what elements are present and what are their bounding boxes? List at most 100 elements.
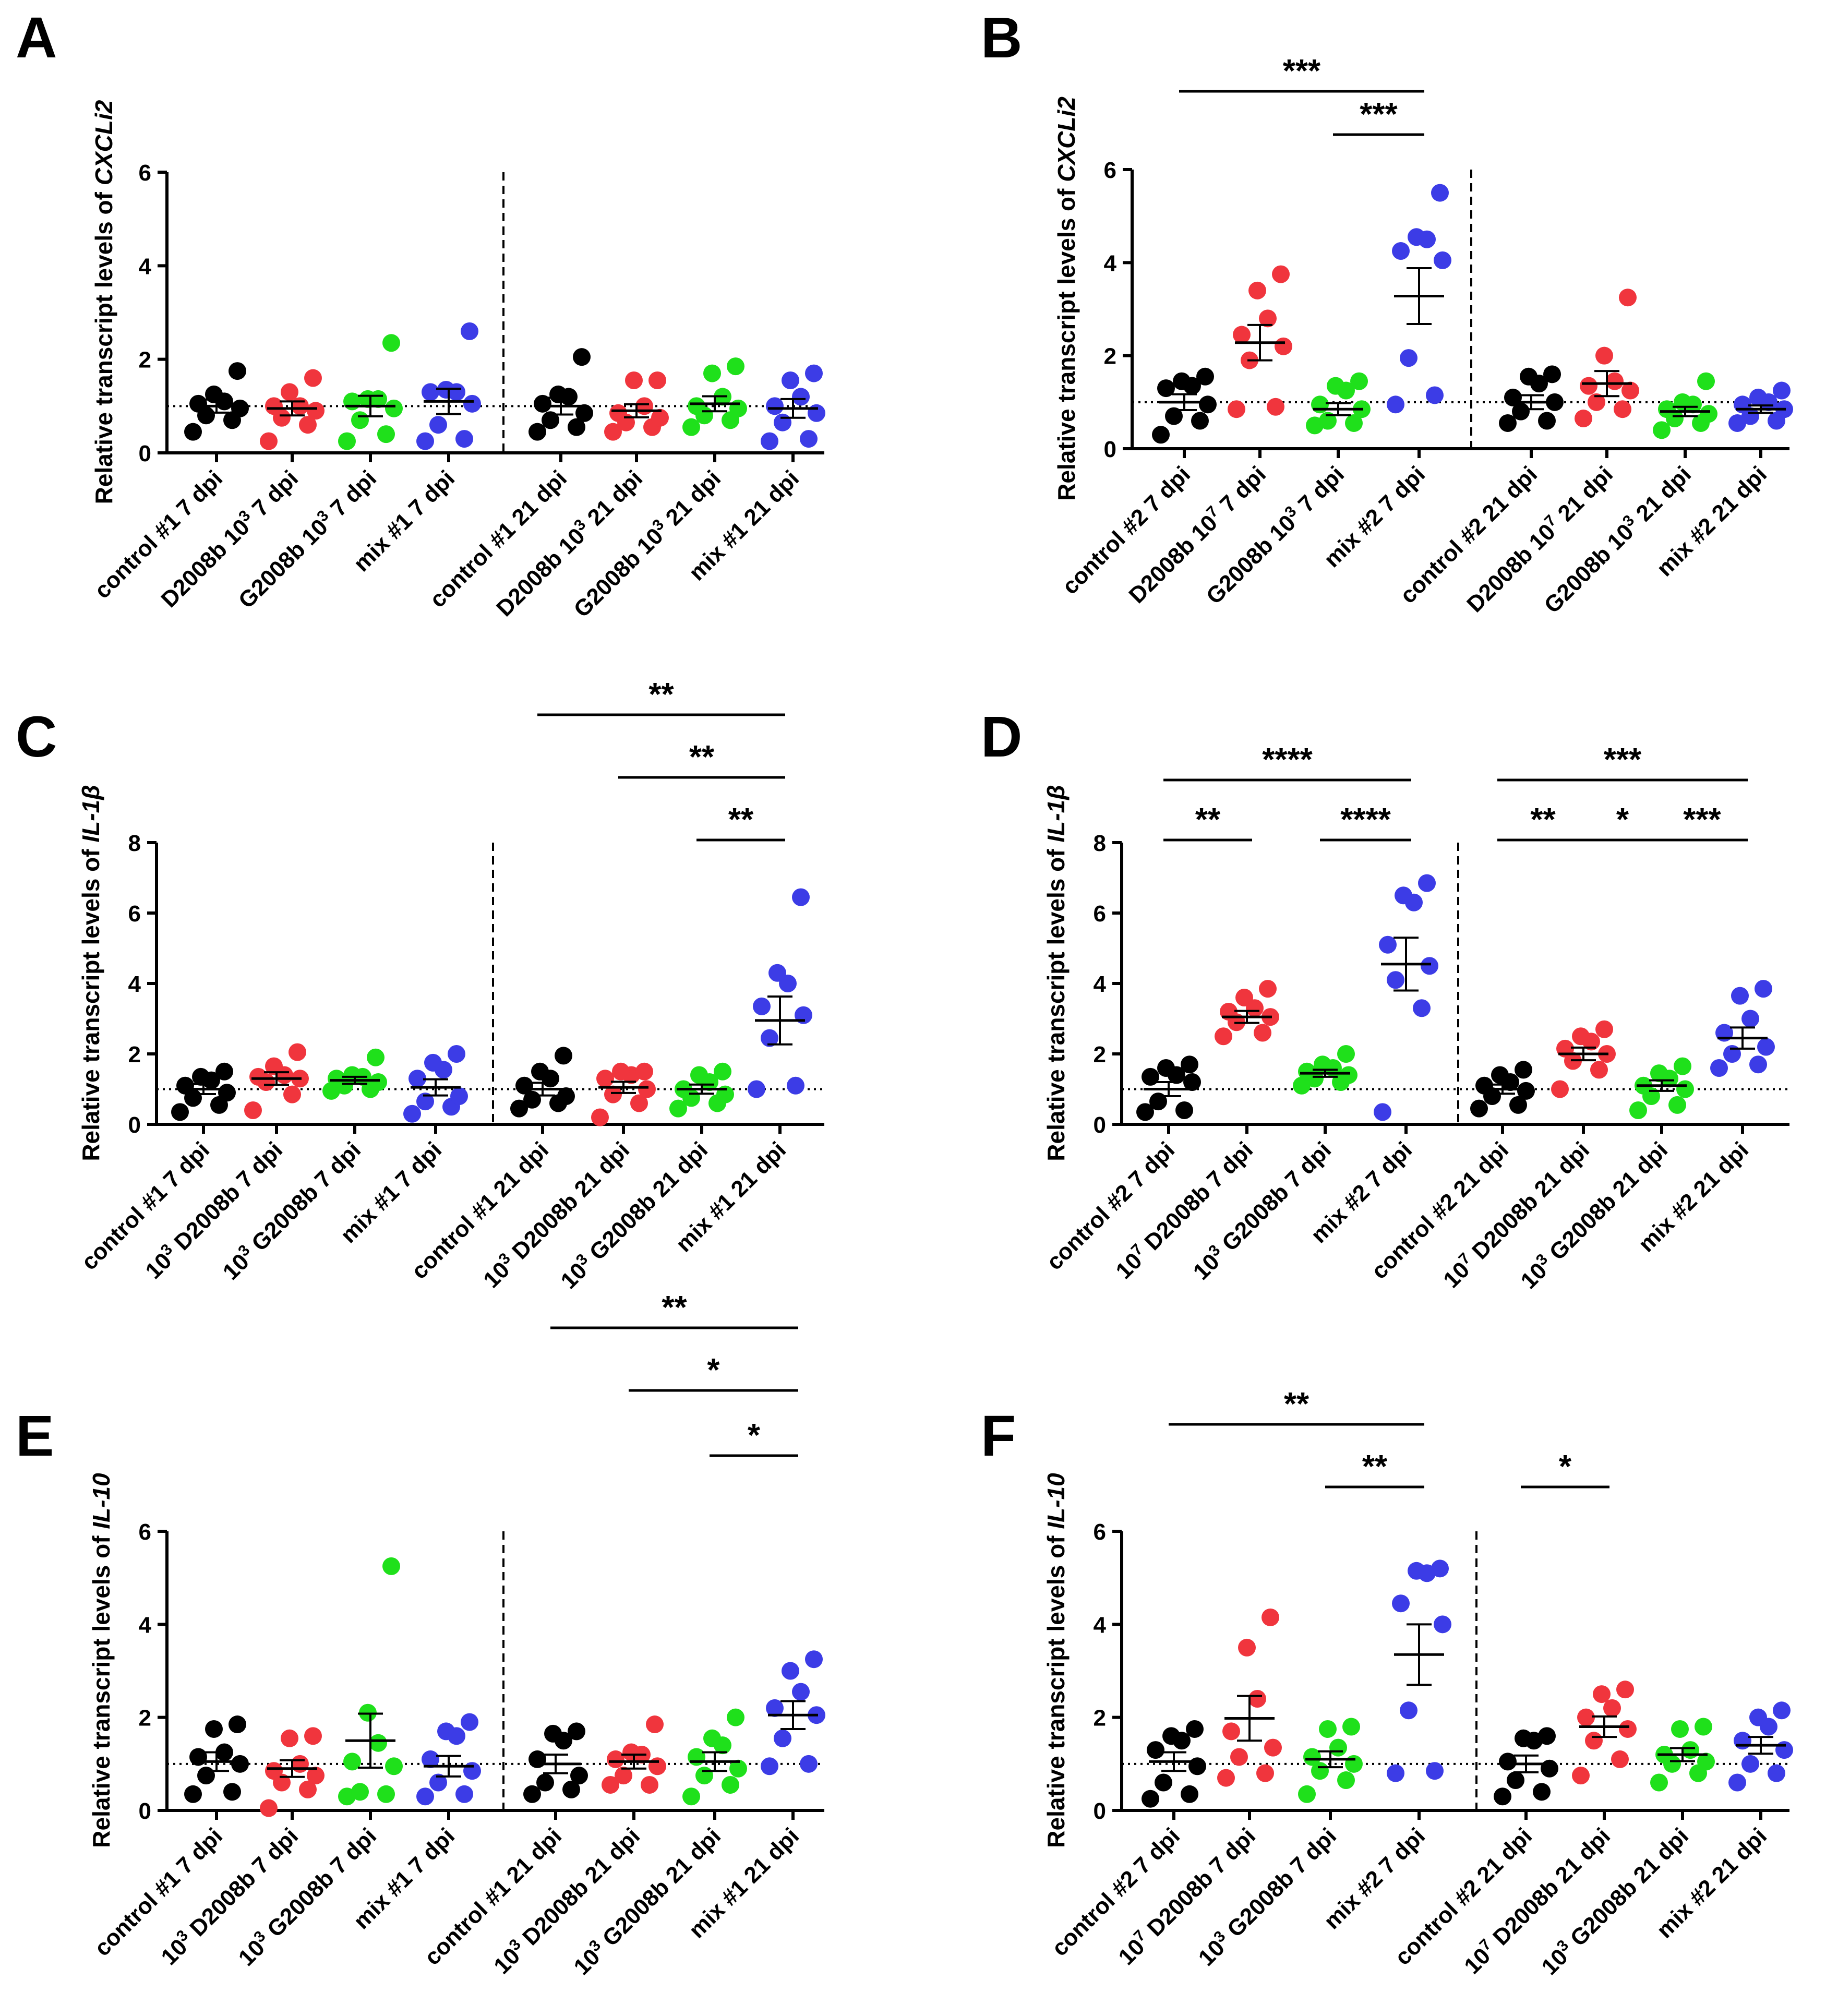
data-point bbox=[549, 385, 567, 403]
data-point bbox=[1400, 1701, 1417, 1720]
data-point bbox=[1181, 1785, 1198, 1803]
data-point bbox=[1345, 1755, 1363, 1773]
group-4: mix #1 7 dpi bbox=[349, 1713, 481, 1934]
data-point bbox=[450, 1087, 468, 1105]
y-tick-label: 4 bbox=[128, 971, 141, 997]
data-point bbox=[1254, 1024, 1271, 1042]
data-point bbox=[176, 1076, 194, 1095]
data-point bbox=[1275, 337, 1292, 355]
data-point bbox=[377, 425, 395, 443]
data-point bbox=[1728, 1773, 1746, 1792]
y-tick-label: 8 bbox=[1094, 831, 1106, 856]
significance-bracket: ** bbox=[618, 739, 785, 779]
data-point bbox=[1749, 388, 1767, 406]
data-point bbox=[641, 1775, 658, 1794]
data-point bbox=[1674, 393, 1691, 411]
data-point bbox=[1512, 402, 1530, 421]
data-point bbox=[682, 418, 700, 436]
data-point bbox=[299, 1780, 317, 1798]
significance-label: * bbox=[1616, 802, 1629, 838]
significance-label: **** bbox=[1262, 742, 1313, 778]
data-point bbox=[1475, 1076, 1493, 1095]
data-point bbox=[422, 1750, 439, 1768]
data-point bbox=[1175, 1101, 1193, 1119]
group-8: mix #1 21 dpi bbox=[684, 1650, 825, 1943]
data-point bbox=[184, 423, 202, 441]
data-point bbox=[1434, 251, 1451, 269]
data-point bbox=[1593, 1685, 1611, 1703]
data-point bbox=[1658, 400, 1676, 418]
data-point bbox=[1319, 1720, 1337, 1738]
data-point bbox=[422, 383, 439, 401]
data-point bbox=[1222, 1722, 1240, 1741]
y-tick-label: 6 bbox=[1094, 901, 1106, 927]
y-tick-label: 4 bbox=[139, 1612, 152, 1638]
data-point bbox=[189, 394, 207, 413]
data-point bbox=[591, 1108, 609, 1126]
data-point bbox=[766, 1699, 784, 1717]
data-point bbox=[328, 1070, 345, 1088]
data-point bbox=[609, 404, 627, 422]
data-point bbox=[1408, 228, 1425, 246]
significance-bracket: ** bbox=[1325, 1449, 1424, 1489]
data-point bbox=[1256, 1764, 1274, 1782]
group-8: mix #2 21 dpi bbox=[1652, 1701, 1793, 1943]
data-point bbox=[215, 1062, 233, 1081]
data-point bbox=[1494, 1787, 1511, 1806]
data-point bbox=[1431, 184, 1449, 202]
data-point bbox=[1183, 1073, 1201, 1091]
data-point bbox=[382, 334, 400, 352]
data-point bbox=[727, 1708, 744, 1726]
data-point bbox=[283, 1085, 301, 1103]
data-point bbox=[1572, 1767, 1590, 1785]
data-point bbox=[635, 397, 653, 415]
data-point bbox=[1152, 426, 1170, 444]
data-point bbox=[455, 430, 473, 448]
data-point bbox=[669, 1099, 687, 1118]
significance-bracket: * bbox=[1578, 802, 1667, 842]
data-point bbox=[638, 1080, 656, 1098]
data-point bbox=[403, 1105, 421, 1123]
group-6: 107 D2008b 21 dpi bbox=[1438, 1020, 1616, 1293]
data-point bbox=[1188, 1757, 1206, 1775]
data-point bbox=[1697, 1753, 1715, 1771]
data-point bbox=[1697, 372, 1715, 390]
data-point bbox=[367, 1048, 385, 1066]
significance-label: ** bbox=[1530, 802, 1556, 838]
significance-bracket: ** bbox=[537, 677, 785, 716]
data-point bbox=[1681, 1741, 1699, 1759]
data-point bbox=[461, 1713, 478, 1731]
data-point bbox=[573, 348, 591, 366]
y-tick-label: 4 bbox=[1094, 1612, 1107, 1638]
x-tick-label: 107 D2008b 7 dpi bbox=[1110, 1136, 1258, 1284]
data-point bbox=[536, 1773, 554, 1792]
significance-bracket: * bbox=[1521, 1449, 1609, 1489]
data-point bbox=[1700, 405, 1717, 423]
data-point bbox=[205, 1720, 223, 1738]
data-point bbox=[1741, 1010, 1759, 1028]
significance-label: ** bbox=[728, 802, 754, 838]
data-point bbox=[299, 416, 317, 434]
data-point bbox=[1499, 1753, 1517, 1771]
group-8: mix #2 21 dpi bbox=[1633, 980, 1775, 1257]
data-point bbox=[1773, 381, 1791, 400]
significance-label: *** bbox=[1283, 53, 1321, 89]
data-point bbox=[244, 1101, 262, 1119]
data-point bbox=[1538, 412, 1556, 430]
significance-bracket: *** bbox=[1179, 53, 1424, 93]
panel-letter: B bbox=[981, 6, 1022, 70]
data-point bbox=[416, 1093, 434, 1111]
data-point bbox=[218, 1084, 236, 1102]
data-point bbox=[753, 997, 771, 1015]
data-point bbox=[1775, 1741, 1793, 1759]
x-tick-label: D2008b 107 21 dpi bbox=[1461, 460, 1618, 617]
data-point bbox=[463, 1762, 481, 1780]
data-point bbox=[1165, 407, 1183, 425]
data-point bbox=[1470, 1099, 1488, 1118]
data-point bbox=[1421, 957, 1438, 975]
data-point bbox=[787, 1076, 804, 1095]
data-point bbox=[429, 1773, 447, 1792]
data-point bbox=[1230, 1748, 1248, 1766]
data-point bbox=[1611, 1750, 1629, 1768]
data-point bbox=[1595, 346, 1613, 365]
